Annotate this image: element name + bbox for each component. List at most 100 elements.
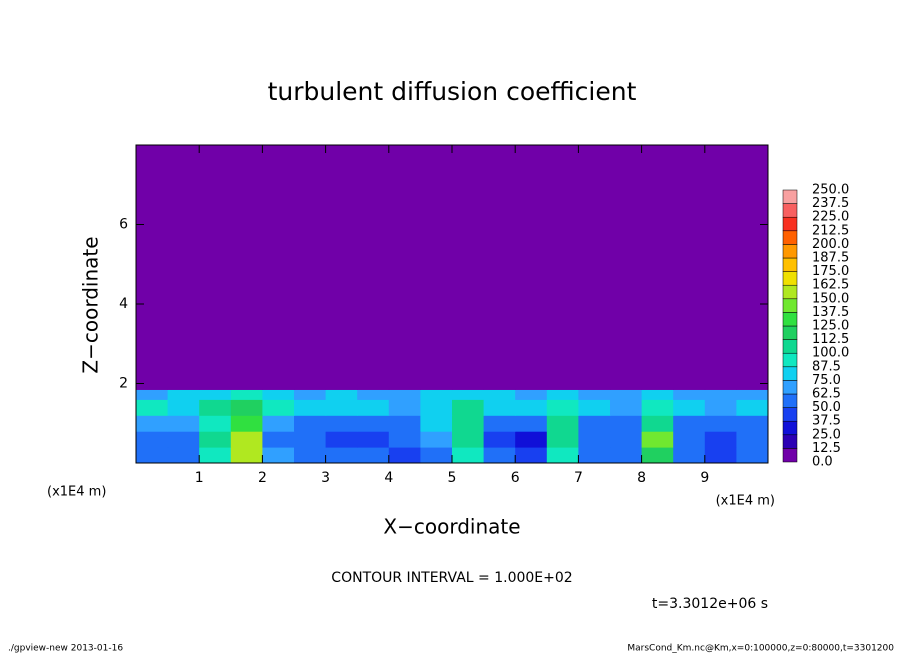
heat-cell [673,399,706,416]
y-axis-label: Z−coordinate [79,236,103,373]
heat-cell [641,447,674,464]
heat-cell [357,145,390,390]
heat-cell [578,145,611,390]
heat-cell [736,431,769,448]
colorbar-bin [782,339,798,354]
heat-cell [420,399,453,416]
colorbar-bin [782,352,798,368]
heat-cell [325,145,358,390]
heat-cell [230,145,263,390]
heat-cell [641,145,674,390]
heat-cell [452,415,485,432]
heat-cell [578,447,611,464]
colorbar-bin [782,312,798,327]
heat-cell [136,399,169,416]
x-tick-label: 1 [195,470,204,486]
colorbar-label: 225.0 [812,210,849,225]
heat-cell [515,399,548,416]
colorbar-bin [782,298,798,313]
colorbar-bin [782,448,798,463]
heat-cell [230,431,263,448]
x-tick-label: 9 [700,470,709,486]
colorbar-label: 112.5 [812,332,849,347]
heat-cell [262,399,295,416]
heat-cell [262,431,295,448]
heat-cell [610,447,643,464]
heat-cell [704,145,737,390]
heat-cell [420,415,453,432]
chart-title: turbulent diffusion coefficient [268,77,637,106]
heat-cell [736,447,769,464]
heat-cell [483,389,516,400]
heat-cell [610,431,643,448]
colorbar-bin [782,393,798,408]
heat-cell [167,399,200,416]
colorbar-label: 62.5 [812,387,841,402]
colorbar-label: 125.0 [812,319,849,334]
heat-cell [294,415,327,432]
heat-cell [452,389,485,400]
heat-cell [325,431,358,448]
heat-cell [673,415,706,432]
colorbar-label: 250.0 [812,183,849,198]
heat-cell [167,431,200,448]
heat-cell [483,145,516,390]
heat-cell [483,447,516,464]
heat-cell [673,447,706,464]
y-tick-label: 6 [119,217,128,233]
contour-note: CONTOUR INTERVAL = 1.000E+02 [331,570,572,586]
y-tick-label: 4 [119,296,128,312]
colorbar-label: 237.5 [812,196,849,211]
heat-cell [704,389,737,400]
heat-cell [357,415,390,432]
heat-cell [673,431,706,448]
heat-cell [483,399,516,416]
heat-cell [388,145,421,390]
heat-cell [167,447,200,464]
x-axis-label: X−coordinate [383,515,520,539]
heat-cell [641,389,674,400]
heat-cell [736,415,769,432]
heat-cell [704,431,737,448]
heat-cell [641,431,674,448]
heat-cell [546,447,579,464]
colorbar-label: 12.5 [812,441,841,456]
heat-cell [294,145,327,390]
heat-cell [704,399,737,416]
heat-cell [136,145,169,390]
heat-cell [388,399,421,416]
heat-cell [515,447,548,464]
colorbar-bin [782,380,798,395]
colorbar-label: 200.0 [812,237,849,252]
colorbar-label: 100.0 [812,346,849,361]
heat-cell [610,399,643,416]
colorbar-bin [782,434,798,449]
heat-cell [736,145,769,390]
heat-cell [515,415,548,432]
x-tick-label: 6 [511,470,520,486]
heat-cell [515,389,548,400]
heat-cell [736,399,769,416]
heat-cell [230,399,263,416]
heat-cell [136,431,169,448]
heat-cell [325,447,358,464]
heat-cell [388,447,421,464]
heat-cell [641,399,674,416]
heat-cell [420,145,453,390]
heat-cell [199,431,232,448]
heat-cell [483,431,516,448]
heat-cell [578,415,611,432]
heat-cell [452,447,485,464]
colorbar-label: 150.0 [812,291,849,306]
colorbar-label: 87.5 [812,359,841,374]
heat-cell [262,415,295,432]
heat-cell [199,145,232,390]
heat-cell [515,431,548,448]
footer-left: ./gpview-new 2013-01-16 [8,644,123,654]
x-tick-label: 3 [321,470,330,486]
colorbar-label: 162.5 [812,278,849,293]
heat-cell [704,415,737,432]
heat-cell [452,399,485,416]
heat-cell [610,415,643,432]
colorbar-label: 25.0 [812,427,841,442]
